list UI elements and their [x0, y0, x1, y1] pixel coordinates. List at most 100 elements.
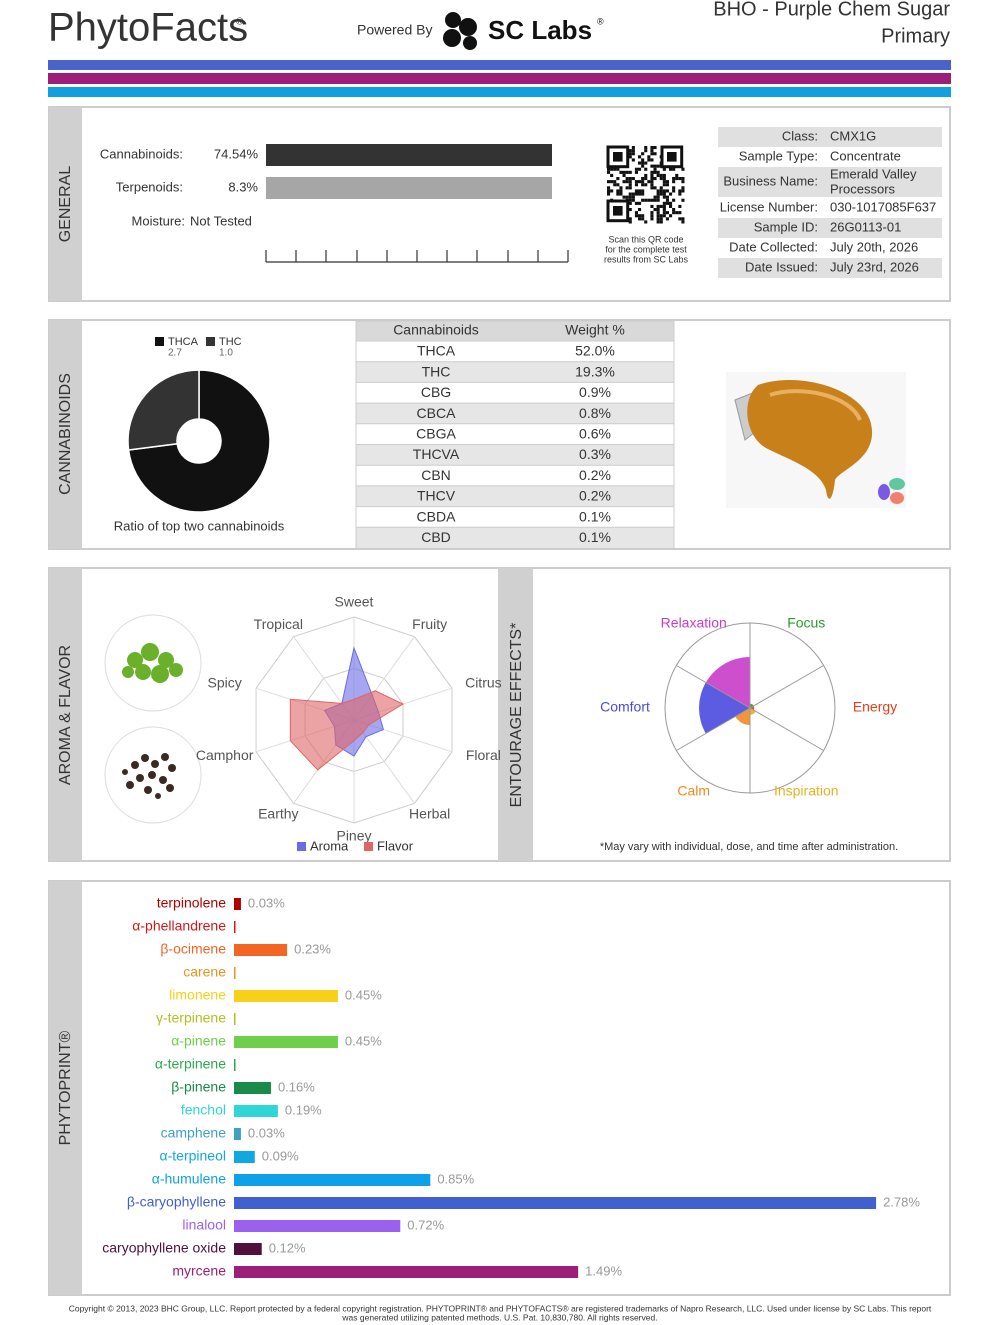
polar-sector: [750, 708, 756, 715]
qr-cell: [619, 189, 623, 193]
table-row-bg: [356, 403, 674, 424]
qr-cell: [656, 192, 660, 196]
radar-axis-label: Camphor: [196, 747, 254, 763]
terpene-bar: [234, 944, 288, 956]
qr-finder: [660, 145, 684, 169]
legend-label: THCA: [168, 336, 199, 348]
qr-cell: [656, 189, 660, 193]
pie-slice: [127, 369, 271, 513]
qr-cell: [672, 189, 676, 193]
info-value: Concentrate: [830, 148, 901, 163]
terpene-value: 1.49%: [585, 1263, 622, 1278]
qr-cell: [628, 152, 632, 156]
qr-cell: [638, 201, 642, 205]
qr-finder: [606, 145, 630, 169]
qr-cell: [681, 177, 685, 181]
qr-cell: [653, 195, 657, 199]
table-cell: 52.0%: [575, 343, 615, 359]
section-label: PHYTOPRINT®: [57, 1030, 74, 1145]
qr-cell: [659, 189, 663, 193]
qr-cell: [650, 164, 654, 168]
polar-label: Comfort: [600, 699, 650, 715]
terpene-name: α-terpinene: [155, 1056, 226, 1072]
qr-cell: [625, 177, 629, 181]
qr-cell: [678, 204, 682, 208]
qr-cell: [665, 195, 669, 199]
terpene-bar: [234, 1197, 877, 1209]
radar-axis-label: Fruity: [412, 616, 447, 632]
qr-finder: [613, 152, 623, 162]
qr-cell: [650, 173, 654, 177]
qr-cell: [641, 152, 645, 156]
qr-cell: [653, 186, 657, 190]
qr-cell: [625, 186, 629, 190]
footer: was generated utilizing patented methods…: [341, 1312, 657, 1322]
info-label: Date Collected:: [729, 239, 818, 254]
radar-axis-label: Spicy: [208, 675, 242, 691]
polar-label: Calm: [677, 783, 710, 799]
polar-spoke: [749, 707, 824, 751]
qr-cell: [650, 180, 654, 184]
qr-cell: [653, 198, 657, 202]
section-label: GENERAL: [57, 166, 74, 243]
qr-cell: [638, 217, 642, 221]
table-cell: CBG: [421, 384, 451, 400]
qr-cell: [607, 180, 611, 184]
qr-cell: [641, 189, 645, 193]
table-cell: CBGA: [416, 426, 456, 442]
info-label: Class:: [782, 128, 818, 143]
radar-axis-label: Floral: [466, 747, 501, 763]
qr-cell: [669, 201, 673, 205]
info-value: CMX1G: [830, 128, 876, 143]
table-cell: THC: [422, 363, 451, 379]
qr-cell: [662, 173, 666, 177]
product-category: Primary: [881, 25, 950, 47]
qr-cell: [656, 195, 660, 199]
info-row-bg: [718, 127, 942, 147]
info-label: License Number:: [720, 199, 818, 214]
qr-cell: [662, 204, 666, 208]
info-value: Processors: [830, 181, 896, 196]
qr-cell: [641, 217, 645, 221]
qr-cell: [644, 177, 648, 181]
qr-cell: [662, 208, 666, 212]
qr-cell: [650, 198, 654, 202]
qr-cell: [669, 192, 673, 196]
qr-cell: [638, 189, 642, 193]
qr-cell: [656, 208, 660, 212]
entourage-note: *May vary with individual, dose, and tim…: [600, 841, 898, 853]
qr-cell: [641, 192, 645, 196]
terpene-name: myrcene: [172, 1263, 226, 1279]
qr-cell: [678, 217, 682, 221]
qr-cell: [665, 180, 669, 184]
qr-cell: [659, 217, 663, 221]
terpene-value: 0.03%: [248, 895, 285, 910]
qr-cell: [678, 189, 682, 193]
info-value: 030-1017085F637: [830, 199, 936, 214]
qr-cell: [631, 149, 635, 153]
qr-cell: [628, 180, 632, 184]
terpene-bar: [234, 898, 241, 910]
qr-cell: [613, 167, 617, 171]
qr-cell: [656, 217, 660, 221]
terpene-name: limonene: [169, 987, 226, 1003]
qr-cell: [653, 152, 657, 156]
qr-cell: [672, 186, 676, 190]
qr-note: for the complete test: [605, 244, 687, 254]
general-value: 74.54%: [214, 146, 259, 161]
qr-cell: [659, 177, 663, 181]
table-cell: 0.8%: [579, 405, 611, 421]
qr-cell: [641, 161, 645, 165]
qr-cell: [662, 180, 666, 184]
polar-sector: [699, 682, 750, 734]
table-cell: 0.2%: [579, 467, 611, 483]
qr-cell: [653, 208, 657, 212]
terpene-name: fenchol: [181, 1102, 226, 1118]
qr-cell: [650, 204, 654, 208]
info-label: Date Issued:: [745, 259, 818, 274]
legend-swatch: [364, 842, 373, 851]
qr-cell: [681, 217, 685, 221]
qr-cell: [638, 208, 642, 212]
qr-cell: [675, 177, 679, 181]
qr-cell: [644, 183, 648, 187]
